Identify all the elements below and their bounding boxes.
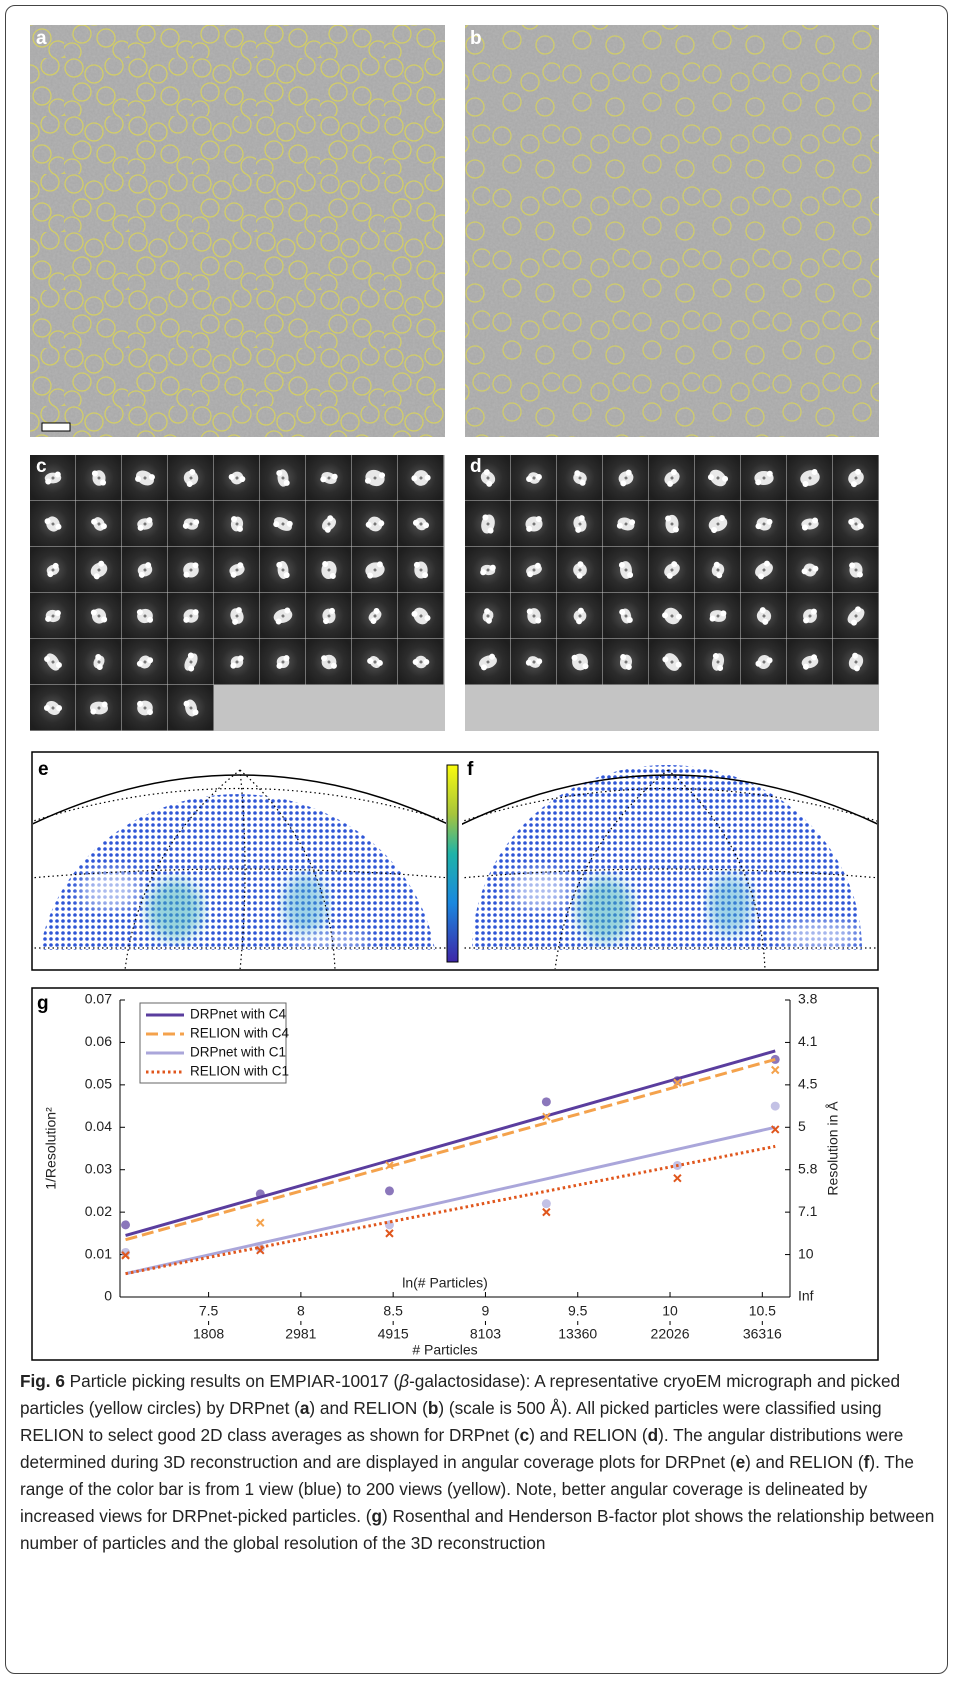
x2-tick-label: 2981	[285, 1326, 316, 1342]
y2-tick-label: 3.8	[798, 991, 818, 1007]
panel-label: f	[467, 759, 474, 780]
class-averages	[30, 455, 879, 731]
panel-label: a	[36, 28, 47, 49]
caption-text: e	[736, 1452, 746, 1472]
point	[542, 1097, 551, 1106]
panel-label: b	[470, 28, 482, 49]
particle-lobe	[857, 572, 863, 578]
point	[771, 1102, 780, 1111]
x2-axis-label: # Particles	[412, 1342, 477, 1358]
y-tick-label: 0.07	[85, 991, 112, 1007]
x-tick-label: 9	[482, 1303, 490, 1319]
y-tick-label: 0.01	[85, 1245, 112, 1261]
y2-tick-label: Inf	[798, 1288, 814, 1304]
caption-text: d	[648, 1425, 659, 1445]
caption-text: c	[520, 1425, 530, 1445]
x-tick-label: 10	[662, 1303, 678, 1319]
legend-label: DRPnet with C1	[190, 1045, 286, 1060]
y2-axis-label: Resolution in Å	[825, 1101, 841, 1196]
x-tick-label: 7.5	[199, 1303, 219, 1319]
micrograph-a	[30, 25, 445, 437]
x2-tick-label: 1808	[193, 1326, 224, 1342]
caption-text: Particle picking results on EMPIAR-10017…	[65, 1371, 399, 1391]
particle-lobe	[665, 516, 671, 522]
color-bar	[447, 765, 458, 962]
particle-hole	[671, 523, 674, 526]
particle-hole	[855, 569, 858, 572]
x2-tick-label: 22026	[651, 1326, 690, 1342]
point	[542, 1199, 551, 1208]
y-tick-label: 0.02	[85, 1203, 112, 1219]
y-axis-label: 1/Resolution²	[43, 1107, 59, 1190]
y-tick-label: 0.04	[85, 1118, 112, 1134]
page: 0 0.01 0.02 0.03 0.04 0.05 0.06 0.07 Inf 10 7.1 5.8…	[0, 0, 955, 1681]
x-tick-label: 8.5	[383, 1303, 403, 1319]
y2-tick-label: 10	[798, 1245, 814, 1261]
y2-tick-label: 4.5	[798, 1076, 818, 1092]
point	[256, 1189, 265, 1198]
y2-tick-label: 5	[798, 1118, 806, 1134]
point	[385, 1186, 394, 1195]
caption: Fig. 6 Particle picking results on EMPIA…	[20, 1368, 938, 1557]
caption-label: Fig. 6	[20, 1371, 65, 1391]
legend-label: RELION with C1	[190, 1064, 289, 1079]
particle-lobe	[755, 479, 761, 485]
caption-text: β	[399, 1371, 409, 1391]
panel-label: e	[38, 759, 49, 780]
x-tick-label: 10.5	[749, 1303, 776, 1319]
caption-text: ) and RELION (	[309, 1398, 427, 1418]
y2-tick-label: 4.1	[798, 1033, 818, 1049]
particle-lobe	[767, 471, 773, 477]
micrograph-b	[465, 25, 879, 437]
panel-label: d	[470, 456, 482, 477]
x-tick-label: 9.5	[568, 1303, 588, 1319]
x2-tick-label: 13360	[558, 1326, 597, 1342]
y-tick-label: 0.03	[85, 1160, 112, 1176]
x2-tick-label: 8103	[470, 1326, 501, 1342]
y2-tick-label: 5.8	[798, 1160, 818, 1176]
caption-text: a	[300, 1398, 310, 1418]
particle-hole	[763, 477, 766, 480]
x2-tick-label: 4915	[378, 1326, 409, 1342]
caption-text: g	[372, 1506, 383, 1526]
particle-lobe	[849, 562, 855, 568]
x-tick-label: 8	[297, 1303, 305, 1319]
figure: 0 0.01 0.02 0.03 0.04 0.05 0.06 0.07 Inf 10 7.1 5.8…	[0, 0, 955, 1365]
point	[121, 1220, 130, 1229]
panel-label: g	[37, 993, 49, 1014]
x-axis-label: ln(# Particles)	[402, 1275, 488, 1291]
caption-text: ) and RELION (	[529, 1425, 647, 1445]
x2-tick-label: 36316	[743, 1326, 782, 1342]
caption-text: b	[428, 1398, 439, 1418]
y-tick-label: 0.06	[85, 1033, 112, 1049]
y2-tick-label: 7.1	[798, 1203, 818, 1219]
y-tick-label: 0	[104, 1288, 112, 1304]
y-tick-label: 0.05	[85, 1076, 112, 1092]
legend-label: RELION with C4	[190, 1026, 290, 1041]
legend-label: DRPnet with C4	[190, 1007, 287, 1022]
panel-label: c	[36, 456, 47, 477]
particle-lobe	[673, 526, 679, 532]
caption-text: ) and RELION (	[745, 1452, 863, 1472]
